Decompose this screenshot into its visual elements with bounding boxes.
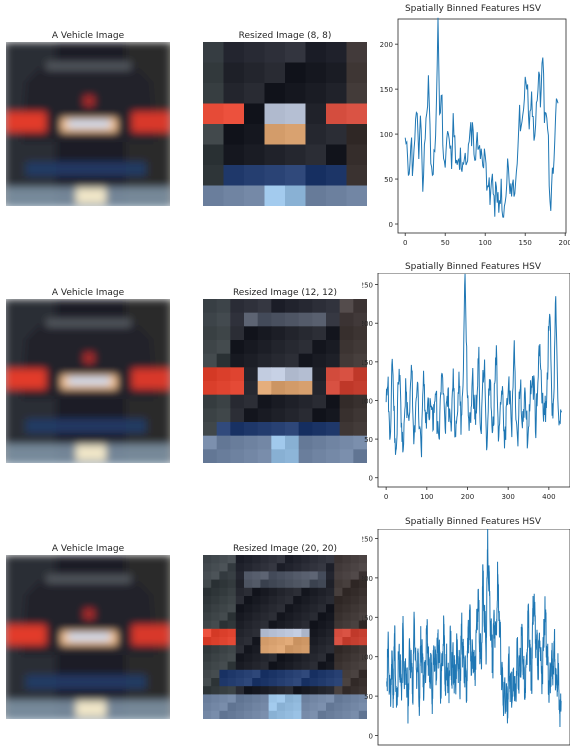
vehicle-image-title: A Vehicle Image	[51, 544, 125, 554]
plot-frame	[377, 529, 570, 746]
resized-image-20x20	[203, 555, 367, 719]
y-tick-label: 200	[362, 320, 373, 328]
chart-2: 0 50 100 150 200 250 0 100 200 300 400	[362, 273, 570, 501]
y-tick-label: 0	[369, 733, 373, 741]
x-tick-label: 200	[559, 239, 570, 247]
resized-image-title: Resized Image (8, 8)	[238, 31, 332, 41]
series-line	[404, 17, 559, 218]
x-tick-label: 100	[420, 493, 433, 501]
y-tick-label: 150	[362, 359, 373, 367]
series-line	[386, 529, 562, 727]
vehicle-image-title: A Vehicle Image	[51, 288, 125, 298]
x-tick-label: 400	[542, 493, 555, 501]
plot-frame	[377, 273, 570, 488]
plot-title: Spatially Binned Features HSV	[404, 262, 542, 272]
vehicle-image-title: A Vehicle Image	[51, 31, 125, 41]
x-tick-label: 100	[479, 239, 492, 247]
y-tick-label: 100	[362, 397, 373, 405]
y-tick-label: 200	[380, 41, 393, 49]
y-tick-label: 100	[380, 131, 393, 139]
x-tick-label: 0	[403, 239, 407, 247]
x-tick-label: 0	[384, 493, 388, 501]
x-tick-label: 200	[461, 493, 474, 501]
plot-title: Spatially Binned Features HSV	[404, 4, 542, 14]
y-tick-label: 0	[389, 221, 393, 229]
vehicle-image	[6, 555, 170, 719]
x-tick-label: 50	[441, 239, 450, 247]
x-tick-label: 300	[501, 493, 514, 501]
resized-image-title: Resized Image (12, 12)	[232, 288, 338, 298]
y-tick-label: 200	[362, 575, 373, 583]
plot-frame	[397, 18, 567, 234]
resized-image-title: Resized Image (20, 20)	[232, 544, 338, 554]
y-tick-label: 100	[362, 654, 373, 662]
resized-image-12x12	[203, 299, 367, 463]
y-tick-label: 50	[364, 436, 373, 444]
y-tick-label: 150	[380, 86, 393, 94]
x-tick-label: 150	[519, 239, 532, 247]
vehicle-image	[6, 299, 170, 463]
plot-title: Spatially Binned Features HSV	[404, 517, 542, 527]
y-tick-label: 250	[362, 282, 373, 290]
y-tick-label: 50	[384, 176, 393, 184]
vehicle-image	[6, 42, 170, 206]
chart-3: 0 50 100 150 200 250	[362, 529, 570, 746]
chart-1: 0 50 100 150 200 0 50 100 150 200	[380, 17, 570, 247]
y-tick-label: 150	[362, 614, 373, 622]
series-line	[385, 273, 562, 458]
resized-image-8x8	[203, 42, 367, 206]
y-tick-label: 50	[364, 693, 373, 701]
y-tick-label: 250	[362, 535, 373, 543]
y-tick-label: 0	[369, 475, 373, 483]
